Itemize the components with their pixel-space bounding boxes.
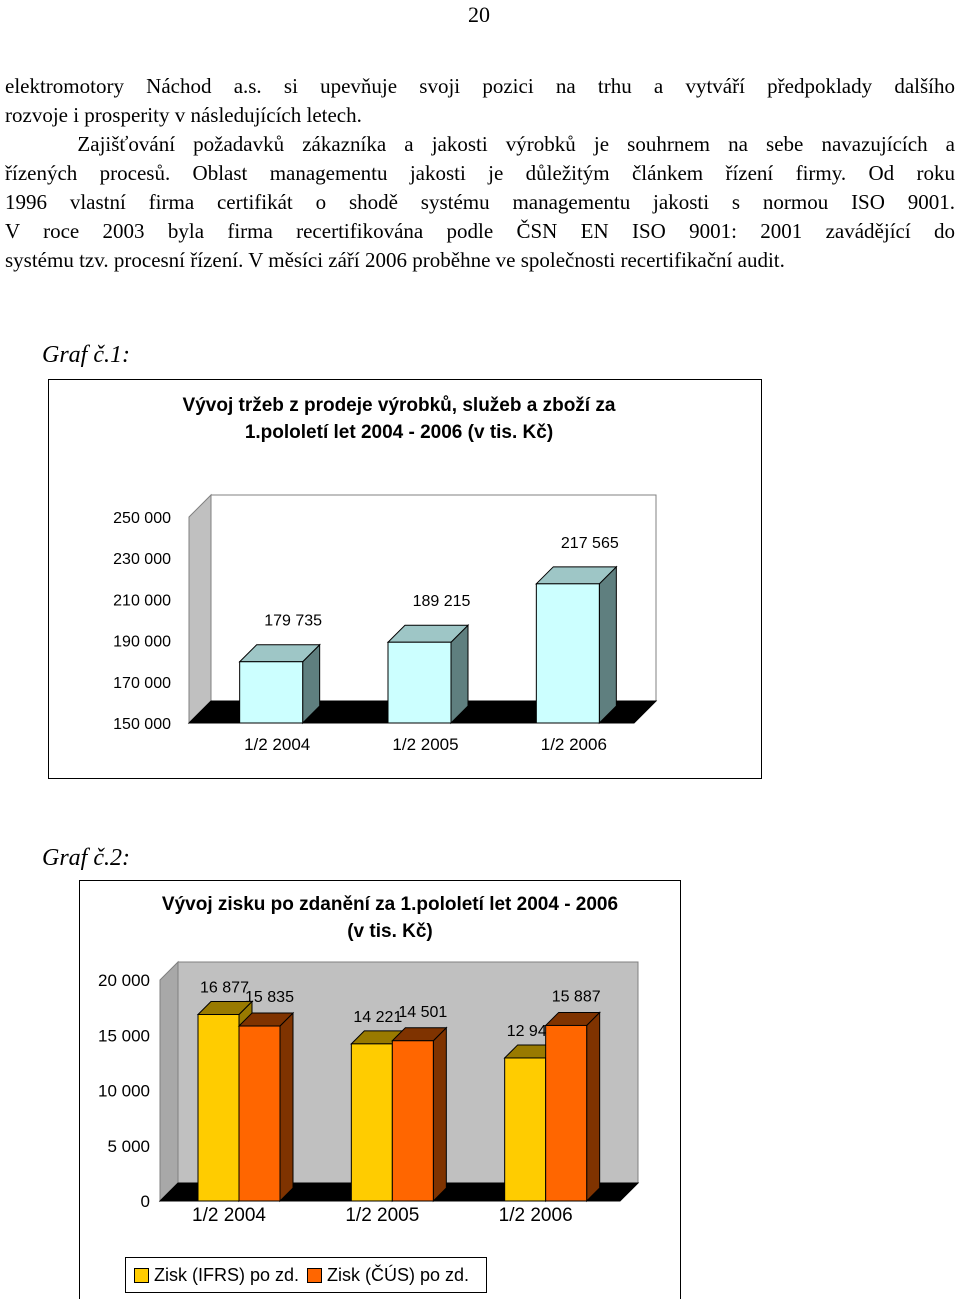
- chart1-caption: Graf č.1:: [42, 342, 130, 368]
- paragraph-line: V roce 2003 byla firma recertifikována p…: [5, 219, 955, 243]
- chart2-bar: [197, 1014, 240, 1202]
- chart1-data-label: 189 215: [413, 593, 471, 610]
- chart1-bar: [387, 641, 452, 724]
- chart2-ytick-label: 5 000: [107, 1137, 150, 1156]
- chart2-ytick-label: 15 000: [98, 1026, 150, 1045]
- page-number: 20: [468, 2, 490, 27]
- paragraph-line: Zajišťování požadavků zákazníka a jakost…: [5, 132, 955, 156]
- chart2-bar: [238, 1025, 281, 1202]
- chart2-side-wall: [159, 960, 179, 1203]
- chart2-bar: [504, 1057, 547, 1202]
- chart1-ytick-label: 190 000: [113, 634, 171, 651]
- paragraph-line: řízených procesů. Oblast managementu jak…: [5, 161, 955, 185]
- chart1-ytick-label: 150 000: [113, 716, 171, 733]
- legend-label-ifrs: Zisk (IFRS) po zd.: [154, 1264, 300, 1285]
- chart1-category-label: 1/2 2006: [541, 735, 607, 754]
- chart1-ytick-label: 230 000: [113, 551, 171, 568]
- chart2-title-line: (v tis. Kč): [347, 921, 433, 942]
- chart1-data-label: 179 735: [264, 613, 322, 630]
- chart1-ytick-label: 250 000: [113, 510, 171, 527]
- chart2-bar-side: [432, 1026, 447, 1203]
- chart2-legend: Zisk (IFRS) po zd. Zisk (ČÚS) po zd.: [125, 1257, 487, 1293]
- chart2-bar-side: [586, 1011, 601, 1203]
- chart2-data-label: 15 887: [552, 988, 601, 1005]
- chart2-ytick-label: 0: [141, 1192, 150, 1211]
- chart1-bar: [239, 661, 304, 724]
- chart1-title-line: 1.pololetí let 2004 - 2006 (v tis. Kč): [244, 422, 554, 443]
- chart2-data-label: 14 501: [398, 1004, 447, 1021]
- chart1-bar: [535, 583, 600, 724]
- body-paragraph: elektromotory Náchod a.s. si upevňuje sv…: [5, 72, 955, 275]
- chart1-data-label: 217 565: [561, 535, 619, 552]
- chart2-bar: [391, 1040, 434, 1202]
- chart1-ytick-label: 170 000: [113, 675, 171, 692]
- chart1-title-line: Vývoj tržeb z prodeje výrobků, služeb a …: [182, 395, 616, 416]
- paragraph-line: elektromotory Náchod a.s. si upevňuje sv…: [5, 74, 955, 98]
- chart1-plot: 250 000 230 000 210 000 190 000 170 000 150 0…: [113, 493, 658, 754]
- chart1-bar-side: [598, 565, 617, 725]
- paragraph-line: systému tzv. procesní řízení. V měsíci z…: [5, 248, 785, 272]
- chart2-bar: [545, 1024, 588, 1202]
- chart2-category-label: 1/2 2006: [499, 1205, 573, 1226]
- paragraph-line: rozvoje i prosperity v následujících let…: [5, 103, 362, 127]
- chart2-data-label: 16 877: [200, 980, 249, 997]
- legend-item-ifrs: Zisk (IFRS) po zd.: [134, 1265, 299, 1286]
- chart1-frame: Vývoj tržeb z prodeje výrobků, služeb a …: [48, 379, 762, 779]
- chart1-title: Vývoj tržeb z prodeje výrobků, služeb a …: [149, 392, 649, 446]
- legend-label-cus: Zisk (ČÚS) po zd.: [327, 1264, 470, 1285]
- chart2-frame: Vývoj zisku po zdanění za 1.pololetí let…: [79, 880, 681, 1299]
- legend-swatch-cus: [307, 1267, 323, 1283]
- chart1-category-label: 1/2 2004: [244, 735, 310, 754]
- legend-item-cus: Zisk (ČÚS) po zd.: [307, 1265, 469, 1286]
- chart1-side-wall: [188, 493, 212, 725]
- chart2-category-label: 1/2 2005: [345, 1205, 419, 1226]
- chart2-data-label: 12 945: [507, 1023, 556, 1040]
- chart2-category-label: 1/2 2004: [192, 1205, 266, 1226]
- chart2-title: Vývoj zisku po zdanění za 1.pololetí let…: [150, 891, 630, 945]
- chart2-data-label: 15 835: [245, 989, 294, 1006]
- chart2-bar: [350, 1043, 393, 1202]
- chart2-ytick-label: 20 000: [98, 971, 150, 990]
- chart2-ytick-label: 10 000: [98, 1082, 150, 1101]
- chart2-bar-side: [279, 1011, 294, 1203]
- chart1-ytick-label: 210 000: [113, 592, 171, 609]
- paragraph-line: 1996 vlastní firma certifikát o shodě sy…: [5, 190, 955, 214]
- legend-swatch-ifrs: [134, 1267, 149, 1283]
- chart2-title-line: Vývoj zisku po zdanění za 1.pololetí let…: [161, 894, 619, 915]
- chart2-data-label: 14 221: [353, 1009, 402, 1026]
- chart1-category-label: 1/2 2005: [392, 735, 458, 754]
- chart2-caption: Graf č.2:: [42, 845, 130, 871]
